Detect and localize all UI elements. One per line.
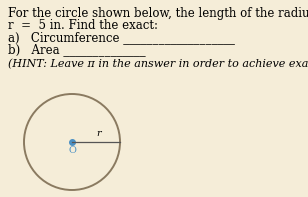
Text: b)   Area ______________: b) Area ______________ — [8, 43, 146, 56]
Text: For the circle shown below, the length of the radius is: For the circle shown below, the length o… — [8, 7, 308, 20]
Text: (HINT: Leave π in the answer in order to achieve exactness.): (HINT: Leave π in the answer in order to… — [8, 59, 308, 69]
Text: r  =  5 in. Find the exact:: r = 5 in. Find the exact: — [8, 19, 158, 32]
Text: r: r — [96, 129, 101, 138]
Text: a)   Circumference ___________________: a) Circumference ___________________ — [8, 31, 235, 44]
Text: O: O — [68, 146, 76, 155]
